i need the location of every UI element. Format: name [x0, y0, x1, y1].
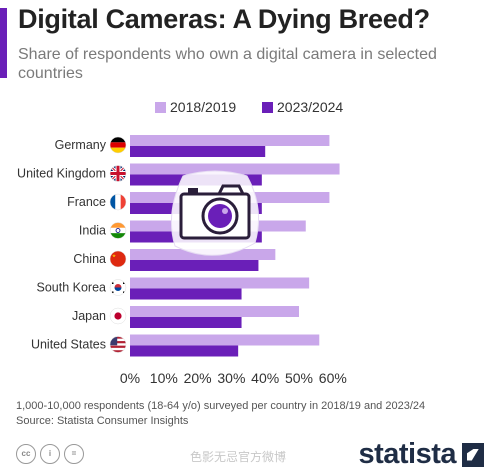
- flag-france: [109, 193, 127, 211]
- flag-united-states: [109, 336, 127, 353]
- bar-2018-2019: [130, 277, 310, 289]
- watermark: 色影无忌官方微博: [190, 450, 287, 464]
- flag-japan: [109, 307, 127, 325]
- license-icons: cc i =: [16, 444, 84, 464]
- legend-swatch: [155, 102, 166, 113]
- category-label: Japan: [72, 309, 106, 323]
- x-tick-label: 50%: [285, 370, 313, 386]
- source-note: Source: Statista Consumer Insights: [16, 415, 189, 427]
- bar-2018-2019: [130, 163, 340, 175]
- survey-note: 1,000-10,000 respondents (18-64 y/o) sur…: [16, 400, 426, 412]
- title-accent-bar: [0, 8, 7, 78]
- footnote: 1,000-10,000 respondents (18-64 y/o) sur…: [16, 399, 425, 429]
- x-tick-label: 10%: [150, 370, 178, 386]
- bar-2023-2024: [130, 260, 259, 271]
- brand-text: statista: [358, 438, 456, 470]
- x-tick-label: 20%: [184, 370, 212, 386]
- chart-title: Digital Cameras: A Dying Breed?: [18, 4, 430, 34]
- flag-south-korea: [109, 279, 127, 296]
- bar-2023-2024: [130, 345, 239, 357]
- category-label: United States: [31, 338, 106, 352]
- bar-2018-2019: [130, 135, 330, 146]
- category-label: South Korea: [37, 281, 107, 295]
- category-label: China: [73, 252, 106, 266]
- attribution-icon: i: [40, 444, 60, 464]
- cc-icon: cc: [16, 444, 36, 464]
- flag-china: [109, 250, 127, 268]
- x-tick-label: 60%: [319, 370, 347, 386]
- flag-india: [109, 222, 127, 239]
- bar-2023-2024: [130, 146, 266, 157]
- legend: 2018/2019 2023/2024: [155, 99, 343, 115]
- flag-germany: [109, 136, 127, 154]
- statista-logo: statista: [358, 438, 484, 471]
- bar-2023-2024: [130, 317, 242, 328]
- x-tick-label: 30%: [217, 370, 245, 386]
- legend-label: 2018/2019: [170, 99, 236, 115]
- statista-logo-icon: [462, 442, 484, 467]
- x-tick-label: 40%: [251, 370, 279, 386]
- bar-2023-2024: [130, 288, 242, 300]
- footer: cc i = 色影无忌官方微博 statista: [0, 436, 500, 471]
- category-label: United Kingdom: [17, 167, 106, 181]
- camera-icon: [170, 170, 260, 256]
- flag-united-kingdom: [109, 165, 127, 182]
- bar-2018-2019: [130, 306, 299, 317]
- category-label: India: [79, 224, 106, 238]
- category-label: Germany: [55, 138, 107, 152]
- bar-2018-2019: [130, 334, 320, 346]
- category-label: France: [67, 195, 106, 209]
- legend-label: 2023/2024: [277, 99, 343, 115]
- legend-swatch: [262, 102, 273, 113]
- no-derivatives-icon: =: [64, 444, 84, 464]
- chart-subtitle: Share of respondents who own a digital c…: [18, 46, 437, 82]
- bar-chart: 2018/2019 2023/2024 Germany United Kingdom F…: [17, 99, 347, 386]
- x-tick-label: 0%: [120, 370, 140, 386]
